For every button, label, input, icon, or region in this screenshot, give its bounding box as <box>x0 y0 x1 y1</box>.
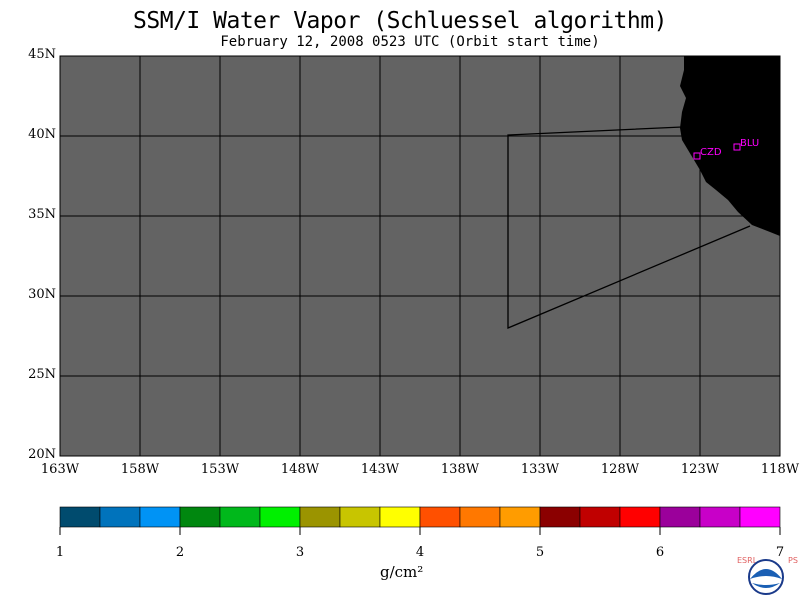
longitude-label: 128W <box>600 462 640 477</box>
noaa-logo-icon: ESRL PSD <box>737 556 798 595</box>
station-label: CZD <box>700 147 722 158</box>
logo-left-text: ESRL <box>737 556 758 565</box>
station-marker <box>693 152 701 160</box>
colorbar-tick-label: 2 <box>175 545 185 560</box>
station-label: BLU <box>740 138 759 149</box>
colorbar-swatch <box>339 506 381 528</box>
map-frame <box>59 55 781 457</box>
chart-subtitle: February 12, 2008 0523 UTC (Orbit start … <box>220 34 600 50</box>
colorbar-swatch <box>459 506 501 528</box>
latitude-label: 25N <box>28 367 56 382</box>
longitude-label: 118W <box>760 462 800 477</box>
colorbar-swatch <box>659 506 701 528</box>
colorbar-swatch <box>699 506 741 528</box>
colorbar-swatch <box>299 506 341 528</box>
logo-right-text: PSD <box>788 556 798 565</box>
longitude-label: 148W <box>280 462 320 477</box>
station-marker <box>733 143 741 151</box>
colorbar-swatch <box>259 506 301 528</box>
latitude-label: 30N <box>28 287 56 302</box>
station-blu: BLU <box>733 138 759 151</box>
colorbar-swatch <box>219 506 261 528</box>
longitude-label: 123W <box>680 462 720 477</box>
colorbar-swatch <box>179 506 221 528</box>
colorbar-swatch <box>99 506 141 528</box>
latitude-label: 40N <box>28 127 56 142</box>
colorbar-swatch <box>539 506 581 528</box>
latitude-label: 45N <box>28 47 56 62</box>
colorbar-swatch <box>419 506 461 528</box>
colorbar-tick-label: 7 <box>775 545 785 560</box>
longitude-label: 143W <box>360 462 400 477</box>
colorbar-swatch <box>739 506 781 528</box>
longitude-label: 163W <box>40 462 80 477</box>
colorbar-swatch <box>139 506 181 528</box>
chart-title: SSM/I Water Vapor (Schluessel algorithm) <box>133 8 667 34</box>
colorbar-units: g/cm² <box>380 563 424 581</box>
colorbar <box>59 506 781 535</box>
station-czd: CZD <box>693 147 722 160</box>
colorbar-swatch <box>579 506 621 528</box>
colorbar-swatch <box>619 506 661 528</box>
colorbar-tick-label: 1 <box>55 545 65 560</box>
flight-track <box>507 126 751 329</box>
latitude-label: 20N <box>28 447 56 462</box>
colorbar-swatch <box>499 506 541 528</box>
longitude-label: 158W <box>120 462 160 477</box>
california-coastline <box>680 56 780 236</box>
colorbar-swatch <box>379 506 421 528</box>
longitude-label: 153W <box>200 462 240 477</box>
longitude-label: 133W <box>520 462 560 477</box>
colorbar-swatch <box>59 506 101 528</box>
colorbar-tick-label: 4 <box>415 545 425 560</box>
colorbar-tick-label: 3 <box>295 545 305 560</box>
latitude-label: 35N <box>28 207 56 222</box>
no-data-area <box>60 56 780 456</box>
longitude-label: 138W <box>440 462 480 477</box>
colorbar-tick-label: 6 <box>655 545 665 560</box>
colorbar-tick-label: 5 <box>535 545 545 560</box>
